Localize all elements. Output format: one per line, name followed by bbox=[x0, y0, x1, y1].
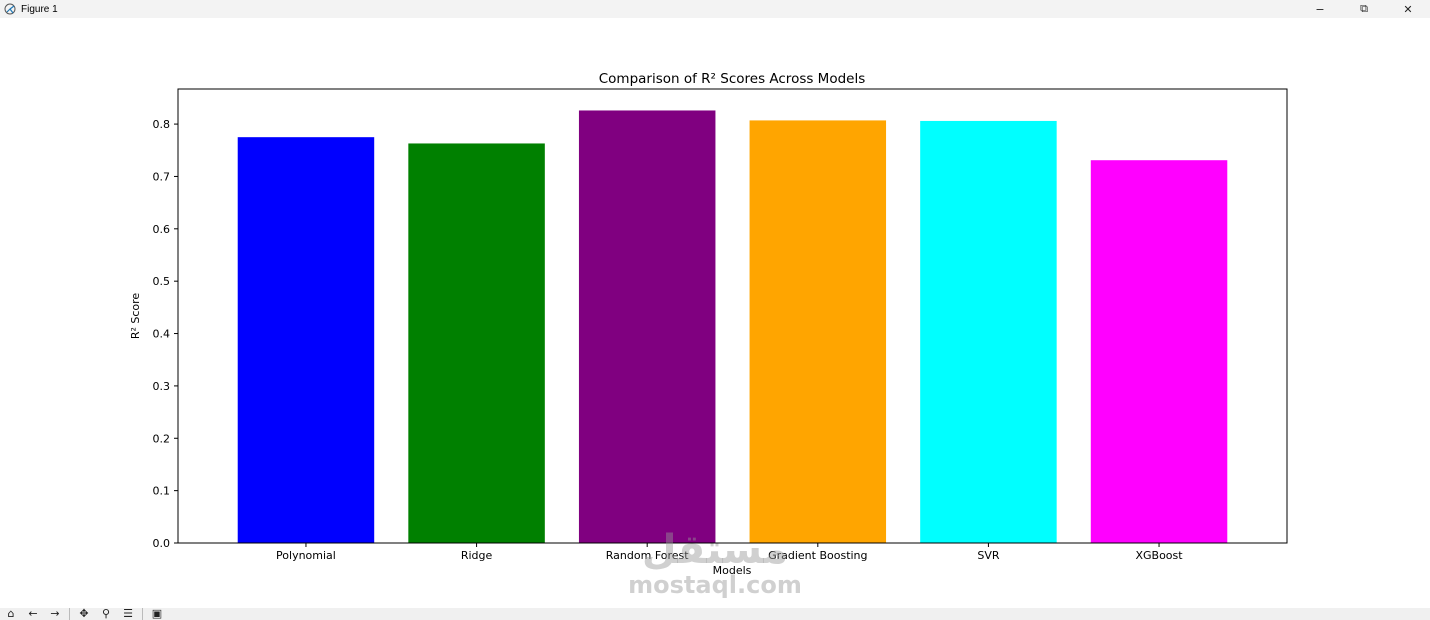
title-bar[interactable]: Figure 1 − ⧉ ✕ bbox=[0, 0, 1430, 18]
figure-canvas[interactable]: Comparison of R² Scores Across Models 0.… bbox=[0, 18, 1430, 608]
y-tick-label: 0.3 bbox=[153, 380, 171, 393]
toolbar-divider bbox=[69, 608, 70, 620]
restore-button[interactable]: ⧉ bbox=[1360, 2, 1368, 15]
x-tick-label: SVR bbox=[977, 549, 1000, 562]
plot-frame bbox=[177, 88, 1288, 544]
zoom-icon[interactable]: ⚲ bbox=[101, 608, 111, 620]
window-controls: − ⧉ ✕ bbox=[1298, 0, 1430, 18]
y-axis: 0.0 0.1 0.2 0.3 0.4 0.5 0.6 0.7 0.8 bbox=[153, 118, 178, 550]
bar-random-forest bbox=[578, 110, 716, 544]
y-tick-label: 0.8 bbox=[153, 118, 171, 131]
y-tick-label: 0.7 bbox=[153, 170, 171, 183]
bar-xgboost bbox=[1090, 160, 1228, 543]
y-tick-label: 0.2 bbox=[153, 432, 171, 445]
configure-icon[interactable]: ☰ bbox=[123, 608, 133, 620]
close-button[interactable]: ✕ bbox=[1403, 2, 1413, 16]
home-icon[interactable]: ⌂ bbox=[7, 608, 15, 620]
x-tick-label: XGBoost bbox=[1135, 549, 1183, 562]
y-tick-label: 0.0 bbox=[153, 537, 171, 550]
pan-icon[interactable]: ✥ bbox=[79, 608, 89, 620]
bar-svr bbox=[920, 120, 1057, 544]
y-tick-label: 0.4 bbox=[153, 328, 171, 341]
bar-polynomial bbox=[237, 137, 375, 543]
navigation-toolbar: ⌂ ← → ✥ ⚲ ☰ ▣ bbox=[0, 608, 1430, 620]
x-axis: Polynomial Ridge Random Forest Gradient Boo… bbox=[276, 543, 1183, 562]
x-tick-label: Polynomial bbox=[276, 549, 336, 562]
toolbar-divider bbox=[142, 608, 143, 620]
chart-title: Comparison of R² Scores Across Models bbox=[599, 71, 866, 87]
bar-chart: Comparison of R² Scores Across Models 0.… bbox=[129, 71, 1288, 577]
x-tick-label: Random Forest bbox=[606, 549, 689, 562]
minimize-button[interactable]: − bbox=[1315, 2, 1325, 16]
y-axis-label: R² Score bbox=[129, 293, 142, 340]
bar-gradient-boosting bbox=[749, 120, 887, 543]
x-tick-label: Gradient Boosting bbox=[768, 549, 867, 562]
back-icon[interactable]: ← bbox=[28, 608, 38, 620]
bars-group bbox=[237, 110, 1228, 544]
save-icon[interactable]: ▣ bbox=[151, 608, 163, 620]
y-tick-label: 0.1 bbox=[153, 485, 171, 498]
window-title: Figure 1 bbox=[21, 3, 58, 15]
y-tick-label: 0.5 bbox=[153, 275, 171, 288]
matplotlib-icon bbox=[3, 2, 17, 16]
bar-ridge bbox=[408, 143, 545, 543]
y-tick-label: 0.6 bbox=[153, 223, 171, 236]
x-axis-label: Models bbox=[713, 564, 752, 577]
forward-icon[interactable]: → bbox=[50, 608, 60, 620]
x-tick-label: Ridge bbox=[461, 549, 493, 562]
